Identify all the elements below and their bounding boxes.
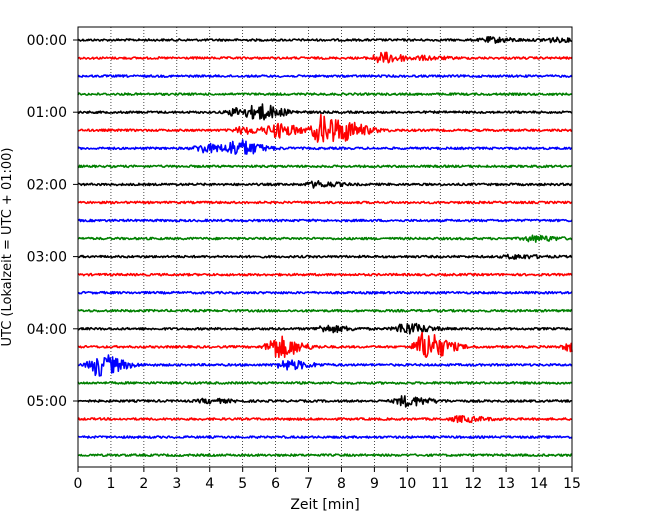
x-tick-label: 5 xyxy=(238,476,247,492)
x-tick-label: 10 xyxy=(398,476,416,492)
y-tick-label: 03:00 xyxy=(27,250,67,266)
trace-0300 xyxy=(77,253,573,260)
trace-0215 xyxy=(77,200,573,205)
trace-0130 xyxy=(77,139,573,155)
x-tick-label: 3 xyxy=(172,476,181,492)
trace-0415 xyxy=(77,331,573,359)
x-tick-label: 11 xyxy=(431,476,449,492)
x-axis-label: Zeit [min] xyxy=(290,497,359,513)
y-tick-label: 00:00 xyxy=(27,33,67,49)
trace-0345 xyxy=(77,308,573,313)
x-tick-label: 8 xyxy=(337,476,346,492)
x-tick-label: 14 xyxy=(530,476,548,492)
x-tick-label: 1 xyxy=(106,476,115,492)
y-tick-label: 02:00 xyxy=(27,177,67,193)
trace-0330 xyxy=(77,290,573,295)
y-tick-label: 05:00 xyxy=(27,394,67,410)
trace-0200 xyxy=(77,180,573,189)
trace-0500 xyxy=(77,395,573,408)
trace-0315 xyxy=(77,272,573,277)
x-tick-label: 9 xyxy=(370,476,379,492)
x-tick-label: 15 xyxy=(563,476,581,492)
y-tick-label: 01:00 xyxy=(27,105,67,121)
trace-0400 xyxy=(77,322,573,335)
trace-0230 xyxy=(77,218,573,223)
trace-0045 xyxy=(77,92,573,97)
plot-frame xyxy=(77,26,573,468)
x-tick-label: 7 xyxy=(304,476,313,492)
y-axis-label: UTC (Lokalzeit = UTC + 01:00) xyxy=(0,148,15,347)
trace-0545 xyxy=(77,453,573,458)
x-axis: 0 1 2 3 4 5 6 7 8 9 10 11 12 13 14 15 xyxy=(74,467,581,492)
x-tick-label: 2 xyxy=(139,476,148,492)
trace-0430 xyxy=(77,354,573,377)
trace-0100 xyxy=(77,103,573,121)
x-tick-label: 0 xyxy=(74,476,83,492)
x-tick-label: 4 xyxy=(205,476,214,492)
x-tick-label: 12 xyxy=(464,476,482,492)
x-tick-label: 13 xyxy=(497,476,515,492)
trace-0030 xyxy=(77,74,573,78)
trace-0015 xyxy=(77,51,573,64)
x-tick-label: 6 xyxy=(271,476,280,492)
trace-0515 xyxy=(77,414,573,424)
vertical-grid xyxy=(110,27,540,467)
y-axis: 00:00 01:00 02:00 03:00 04:00 05:00 xyxy=(27,33,78,410)
trace-0145 xyxy=(77,164,573,169)
trace-group xyxy=(77,36,573,458)
trace-0115 xyxy=(77,113,573,143)
trace-0530 xyxy=(77,435,573,439)
y-tick-label: 04:00 xyxy=(27,322,67,338)
trace-0000 xyxy=(77,36,573,44)
trace-0245 xyxy=(77,234,573,243)
trace-0445 xyxy=(77,381,573,385)
